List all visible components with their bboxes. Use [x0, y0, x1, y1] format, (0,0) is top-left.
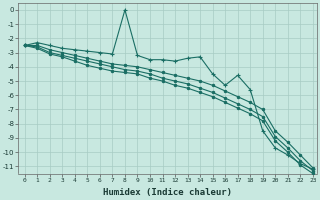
X-axis label: Humidex (Indice chaleur): Humidex (Indice chaleur): [103, 188, 232, 197]
